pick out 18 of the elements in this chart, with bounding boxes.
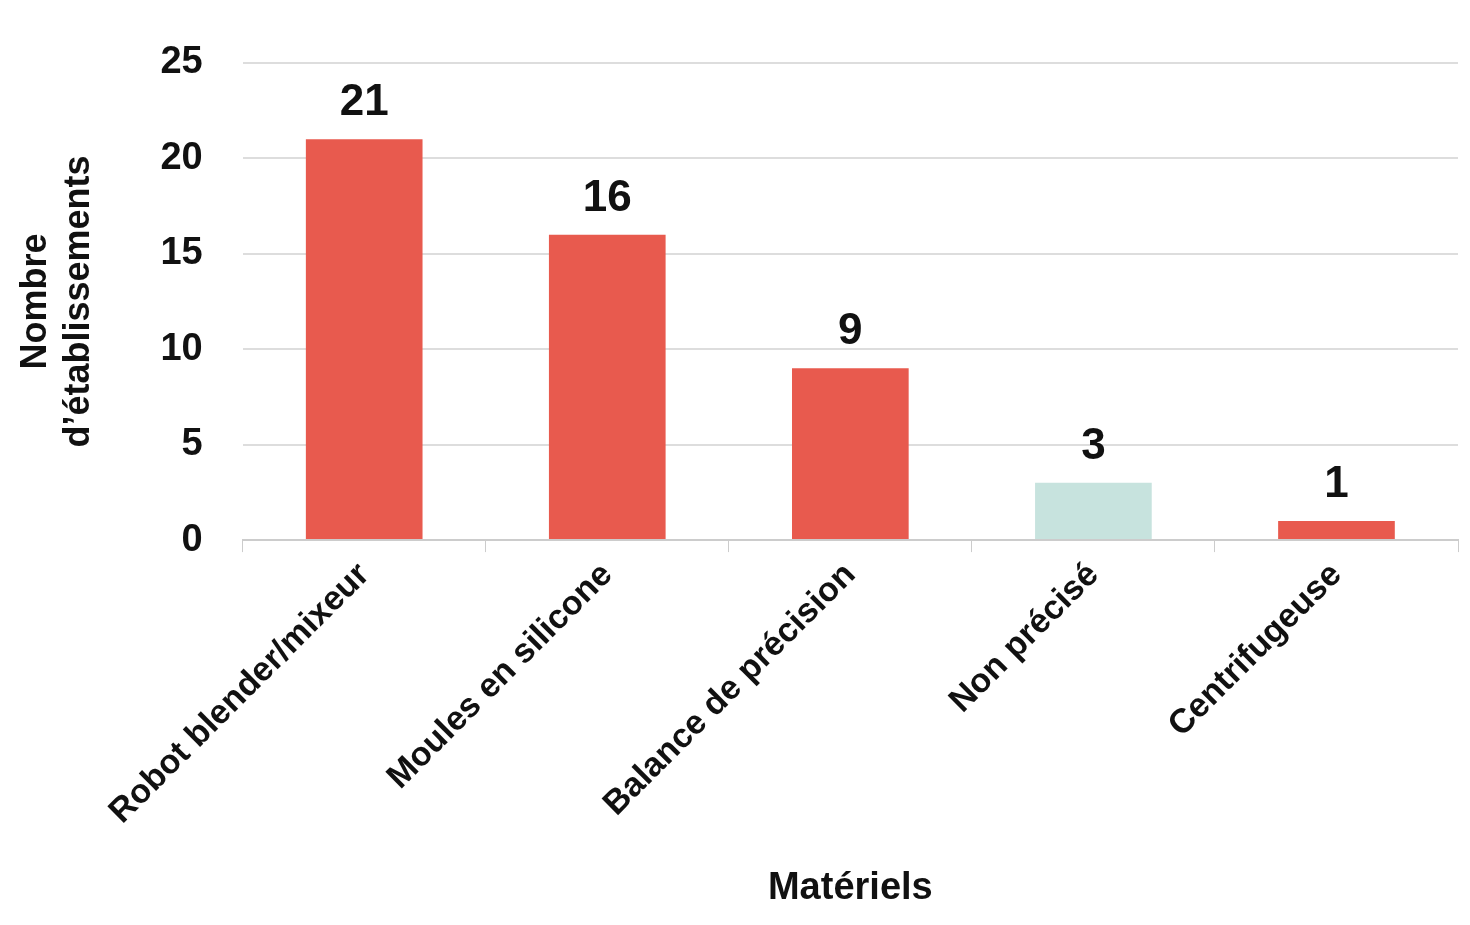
y-tick-label: 0 (181, 516, 203, 559)
bar (1035, 482, 1152, 540)
y-axis-title: Nombre d’établissements (12, 155, 97, 448)
bar (548, 234, 666, 540)
bar (305, 139, 423, 540)
data-label: 16 (582, 170, 632, 220)
data-label: 3 (1081, 418, 1106, 468)
y-tick-label: 5 (181, 421, 203, 464)
data-label: 1 (1324, 457, 1349, 507)
y-tick-label: 20 (160, 134, 203, 177)
y-tick-label: 15 (160, 230, 203, 273)
x-axis-title: Matériels (767, 864, 933, 907)
bar (1278, 521, 1395, 540)
data-label: 9 (838, 304, 863, 354)
y-tick-label: 10 (160, 325, 203, 368)
bar (792, 368, 909, 540)
data-label: 21 (339, 75, 389, 125)
y-tick-label: 25 (160, 39, 203, 82)
